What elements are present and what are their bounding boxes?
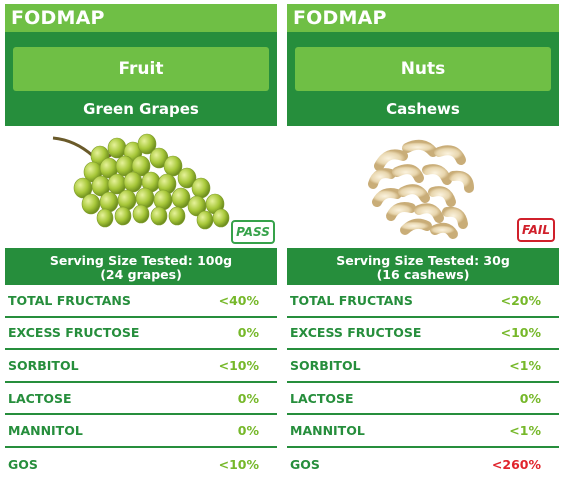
nutrient-value: <1% [509, 357, 541, 373]
nutrient-name: LACTOSE [8, 390, 72, 406]
serving-size-band: Serving Size Tested: 30g (16 cashews) [287, 248, 559, 285]
brand-header: FODMAP [5, 4, 277, 32]
nutrient-row-total-fructans: TOTAL FRUCTANS <40% [5, 285, 277, 318]
nutrient-value: <10% [218, 456, 259, 472]
nutrient-value: <1% [509, 423, 541, 439]
nutrient-value: 0% [237, 390, 259, 406]
serving-size-text: Serving Size Tested: 100g [49, 253, 233, 268]
brand-header: FODMAP [287, 4, 559, 32]
nutrient-row-total-fructans: TOTAL FRUCTANS <20% [287, 285, 559, 318]
nutrient-name: EXCESS FRUCTOSE [8, 325, 140, 341]
nutrient-value: 0% [237, 423, 259, 439]
serving-size-text: Serving Size Tested: 30g [336, 253, 510, 268]
nutrient-name: GOS [8, 456, 38, 472]
nutrient-row-excess-fructose: EXCESS FRUCTOSE 0% [5, 318, 277, 351]
nutrient-name: MANNITOL [8, 423, 83, 439]
nutrient-row-sorbitol: SORBITOL <1% [287, 350, 559, 383]
nutrient-row-lactose: LACTOSE 0% [287, 383, 559, 416]
nutrient-list: TOTAL FRUCTANS <40% EXCESS FRUCTOSE 0% S… [5, 285, 277, 481]
nutrient-name: EXCESS FRUCTOSE [290, 325, 422, 341]
nutrient-value: 0% [237, 325, 259, 341]
item-name: Cashews [386, 100, 460, 118]
category-band: Fruit Green Grapes [5, 32, 277, 126]
nutrient-row-lactose: LACTOSE 0% [5, 383, 277, 416]
item-name: Green Grapes [83, 100, 199, 118]
food-image-area: PASS [5, 126, 277, 248]
green-grapes-image [52, 133, 230, 230]
pass-badge: PASS [231, 220, 275, 244]
fail-badge: FAIL [517, 218, 555, 242]
nutrient-value: <20% [500, 292, 541, 308]
category-button[interactable]: Fruit [13, 47, 269, 91]
cashews-image [368, 139, 474, 239]
nutrient-row-gos: GOS <260% [287, 448, 559, 481]
fodmap-card-cashews: FODMAP Nuts Cashews [287, 4, 559, 481]
nutrient-value: <40% [218, 292, 259, 308]
nutrient-name: MANNITOL [290, 423, 365, 439]
category-button[interactable]: Nuts [295, 47, 551, 91]
nutrient-name: SORBITOL [290, 357, 361, 373]
nutrient-name: TOTAL FRUCTANS [290, 292, 413, 308]
nutrient-value: 0% [519, 390, 541, 406]
category-band: Nuts Cashews [287, 32, 559, 126]
nutrient-row-gos: GOS <10% [5, 448, 277, 481]
serving-size-band: Serving Size Tested: 100g (24 grapes) [5, 248, 277, 285]
serving-count-text: (24 grapes) [100, 267, 182, 282]
nutrient-list: TOTAL FRUCTANS <20% EXCESS FRUCTOSE <10%… [287, 285, 559, 481]
nutrient-row-mannitol: MANNITOL <1% [287, 415, 559, 448]
nutrient-name: SORBITOL [8, 357, 79, 373]
nutrient-name: TOTAL FRUCTANS [8, 292, 131, 308]
nutrient-row-sorbitol: SORBITOL <10% [5, 350, 277, 383]
nutrient-value: <260% [491, 456, 541, 472]
nutrient-value: <10% [218, 357, 259, 373]
nutrient-value: <10% [500, 325, 541, 341]
nutrient-row-excess-fructose: EXCESS FRUCTOSE <10% [287, 318, 559, 351]
nutrient-row-mannitol: MANNITOL 0% [5, 415, 277, 448]
serving-count-text: (16 cashews) [376, 267, 470, 282]
food-image-area: FAIL [287, 126, 559, 248]
fodmap-card-grapes: FODMAP Fruit Green Grapes [5, 4, 277, 481]
nutrient-name: GOS [290, 456, 320, 472]
nutrient-name: LACTOSE [290, 390, 354, 406]
